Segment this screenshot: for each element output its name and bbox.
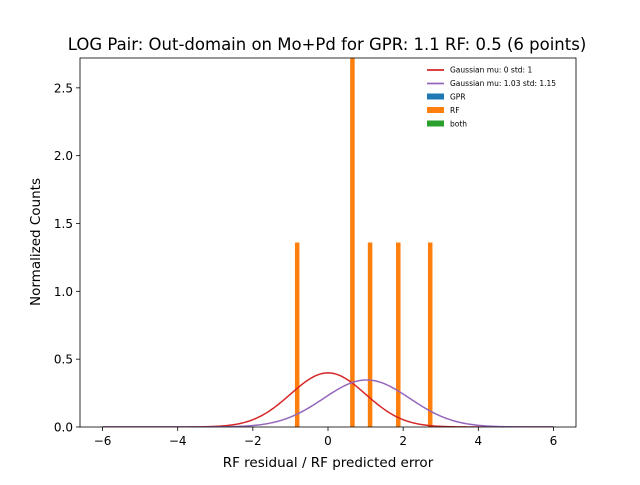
y-tick-label: 0.5	[54, 353, 73, 367]
x-tick-label: 4	[474, 434, 482, 448]
legend: Gaussian mu: 0 std: 1 Gaussian mu: 1.03 s…	[427, 66, 556, 129]
x-axis-label: RF residual / RF predicted error	[223, 455, 434, 471]
histogram-bar-rf-2	[367, 242, 373, 427]
x-tick-label: −4	[169, 434, 187, 448]
histogram-bar-rf-0	[294, 242, 300, 427]
y-tick-label: 0.0	[54, 421, 73, 435]
legend-label: Gaussian mu: 1.03 std: 1.15	[450, 79, 556, 88]
y-tick-label: 2.0	[54, 149, 73, 163]
x-tick-label: −2	[244, 434, 262, 448]
legend-label: Gaussian mu: 0 std: 1	[450, 66, 532, 75]
histogram-bar-rf-1	[350, 58, 355, 427]
legend-swatch-both	[427, 120, 444, 127]
axes: −6 −4 −2 0 2 4 6 0.0 0.5 1.0 1.5 2.0 2.5	[54, 57, 577, 448]
histogram-bar-rf-3	[396, 242, 401, 427]
legend-swatch-gpr	[427, 93, 444, 100]
x-tick-label: −6	[94, 434, 112, 448]
gaussian-curve-4	[102, 379, 554, 427]
legend-swatch-rf	[427, 107, 444, 113]
legend-label: RF	[450, 106, 460, 115]
histogram-bar-rf-4	[427, 242, 433, 427]
y-axis-label: Normalized Counts	[28, 178, 44, 306]
legend-label: GPR	[450, 93, 466, 102]
x-tick-label: 6	[550, 434, 558, 448]
x-tick-label: 2	[399, 434, 407, 448]
x-tick-label: 0	[324, 434, 332, 448]
chart-title: LOG Pair: Out-domain on Mo+Pd for GPR: 1…	[68, 35, 587, 54]
y-tick-label: 2.5	[54, 81, 73, 95]
legend-label: both	[450, 120, 467, 129]
y-tick-label: 1.5	[54, 217, 73, 231]
y-tick-label: 1.0	[54, 285, 73, 299]
